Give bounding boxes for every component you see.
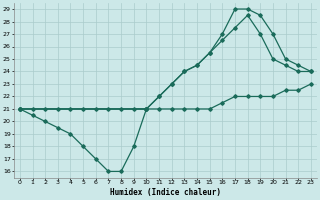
X-axis label: Humidex (Indice chaleur): Humidex (Indice chaleur)	[110, 188, 221, 197]
